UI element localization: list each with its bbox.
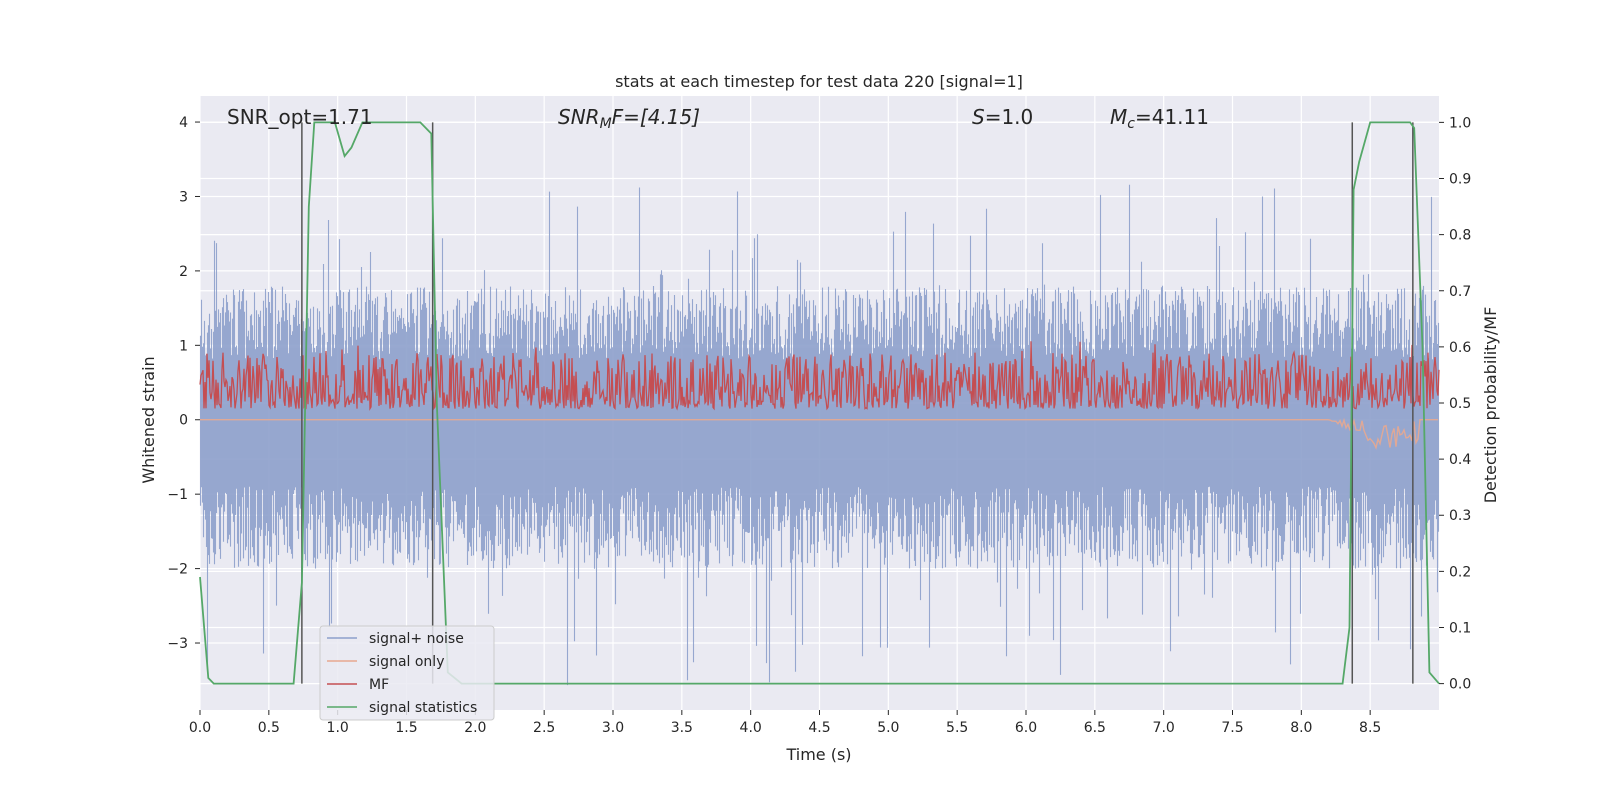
x-tick-label: 7.5 (1221, 720, 1243, 736)
x-tick-label: 3.0 (602, 720, 624, 736)
annotation-snr-mf-rest: F=[4.15] (612, 105, 700, 129)
x-tick-label: 3.5 (671, 720, 693, 736)
y2-axis-label: Detection probability/MF (1481, 307, 1500, 504)
y2-tick-label: 0.5 (1449, 396, 1471, 412)
annotation-s-var: S (972, 105, 985, 129)
plot-area (199, 121, 1440, 686)
y2-tick-label: 0.7 (1449, 284, 1471, 300)
legend-label-signal-statistics: signal statistics (369, 700, 477, 716)
annotation-snr-opt: SNR_opt=1.71 (227, 105, 373, 129)
series-mf (199, 341, 1440, 411)
chart-title: stats at each timestep for test data 220… (615, 72, 1023, 91)
x-tick-label: 4.0 (740, 720, 762, 736)
legend-label-mf: MF (369, 677, 389, 693)
legend-box (319, 625, 495, 721)
x-tick-label: 5.0 (877, 720, 899, 736)
y-tick-label: −1 (167, 487, 188, 503)
y2-tick-label: 0.1 (1449, 620, 1471, 636)
y-tick-label: 4 (179, 115, 188, 131)
y-tick-label: −3 (167, 636, 188, 652)
y-tick-label: 3 (179, 189, 188, 205)
x-tick-label: 1.5 (395, 720, 417, 736)
x-tick-label: 1.0 (327, 720, 349, 736)
y-axis-label: Whitened strain (139, 356, 158, 483)
x-tick-label: 8.0 (1290, 720, 1312, 736)
y-tick-label: −2 (167, 562, 188, 578)
x-tick-label: 6.5 (1084, 720, 1106, 736)
x-tick-label: 0.5 (258, 720, 280, 736)
series-signal-statistics (199, 121, 1440, 685)
annotation-mc: Mc=41.11 (1110, 105, 1209, 132)
legend-label-signal-noise: signal+ noise (369, 631, 464, 647)
y2-tick-label: 0.6 (1449, 340, 1471, 356)
series-signal-noise (199, 184, 1440, 686)
legend-label-signal-only: signal only (369, 654, 444, 670)
x-axis-label: Time (s) (785, 745, 851, 764)
x-tick-label: 5.5 (946, 720, 968, 736)
annotation-mc-var: M (1110, 105, 1127, 129)
y2-tick-label: 0.0 (1449, 677, 1471, 693)
x-tick-label: 2.5 (533, 720, 555, 736)
x-tick-label: 7.0 (1153, 720, 1175, 736)
x-tick-label: 0.0 (189, 720, 211, 736)
x-tick-label: 8.5 (1359, 720, 1381, 736)
annotation-mc-sub: c (1127, 116, 1135, 132)
y-tick-label: 0 (179, 413, 188, 429)
y2-tick-label: 0.3 (1449, 508, 1471, 524)
legend: signal+ noise signal only MF signal stat… (319, 625, 495, 721)
y2-tick-label: 0.4 (1449, 452, 1471, 468)
axes: 0.0 0.5 1.0 1.5 2.0 2.5 3.0 3.5 4.0 4.5 5.0 5.5 6.0 6… (167, 115, 1471, 736)
y-tick-label: 1 (179, 338, 188, 354)
y2-tick-label: 0.8 (1449, 228, 1471, 244)
y2-tick-label: 0.2 (1449, 564, 1471, 580)
y2-tick-label: 1.0 (1449, 115, 1471, 131)
annotation-s-val: =1.0 (985, 105, 1034, 129)
x-tick-label: 2.0 (464, 720, 486, 736)
annotation-snr-mf-sub: M (600, 116, 612, 132)
annotation-s: S=1.0 (972, 105, 1033, 129)
x-tick-label: 4.5 (808, 720, 830, 736)
y-tick-label: 2 (179, 264, 188, 280)
annotation-snr-mf-base: SNR (558, 105, 600, 129)
annotation-mc-val: =41.11 (1135, 105, 1209, 129)
y2-tick-label: 0.9 (1449, 172, 1471, 188)
series-signal-only (200, 417, 1438, 450)
annotation-snr-mf: SNRMF=[4.15] (558, 105, 700, 132)
x-tick-label: 6.0 (1015, 720, 1037, 736)
